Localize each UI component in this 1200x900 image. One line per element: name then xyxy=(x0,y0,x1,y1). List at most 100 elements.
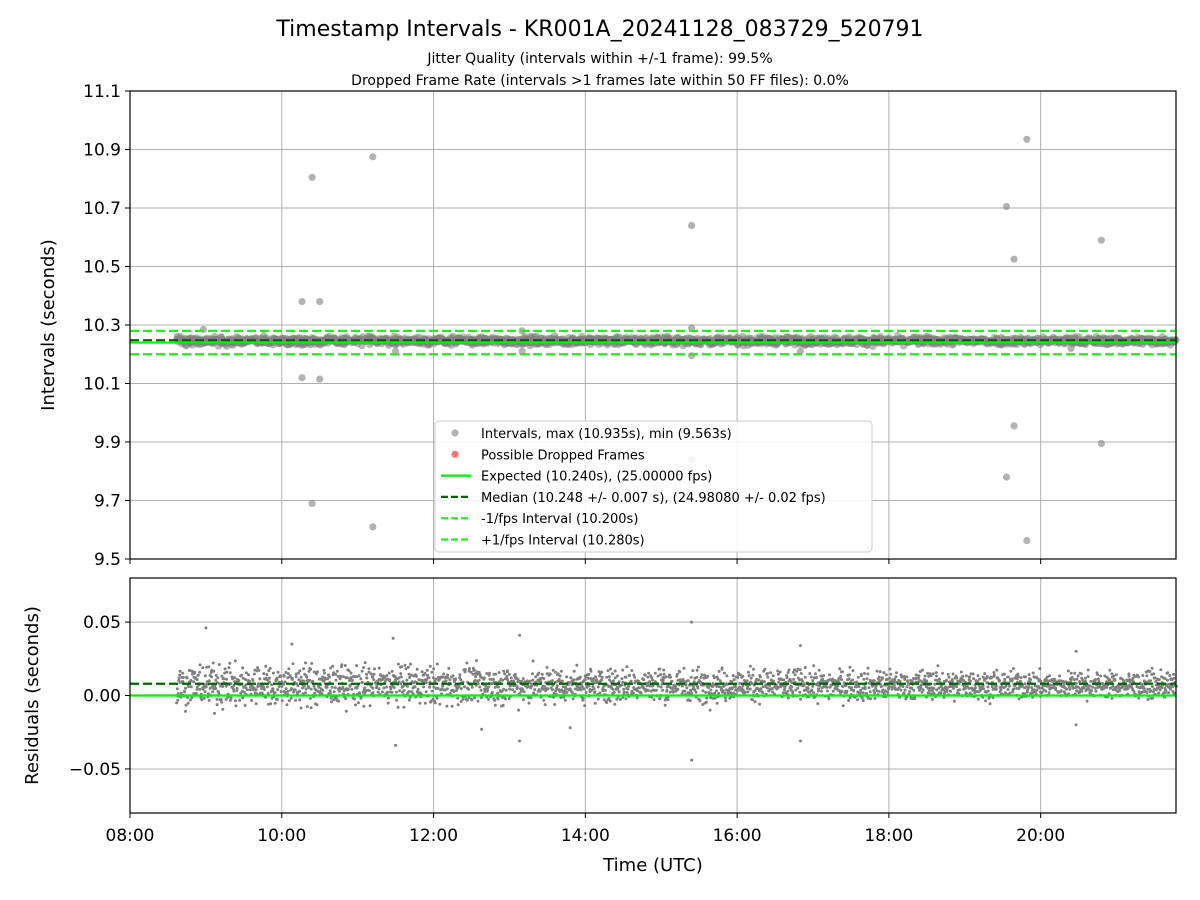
residual-point xyxy=(363,686,367,690)
residual-point xyxy=(939,691,943,695)
residual-point xyxy=(445,704,449,708)
residual-point xyxy=(763,680,766,684)
residual-point xyxy=(568,687,572,691)
residual-point xyxy=(184,709,187,713)
residual-point xyxy=(332,690,336,694)
residual-point xyxy=(542,698,546,702)
residual-point xyxy=(1111,684,1115,688)
residual-point xyxy=(185,676,189,680)
residual-outlier-point xyxy=(518,633,522,637)
residual-point xyxy=(964,686,967,690)
residual-point xyxy=(771,690,775,694)
residual-point xyxy=(491,677,495,681)
residual-point xyxy=(530,682,534,686)
residual-point xyxy=(241,696,245,700)
residual-point xyxy=(345,676,349,680)
residual-point xyxy=(488,677,492,681)
residual-point xyxy=(814,676,818,679)
residual-point xyxy=(602,698,606,702)
residual-point xyxy=(1079,672,1083,676)
residual-outlier-point xyxy=(391,636,395,640)
residual-point xyxy=(1086,668,1090,672)
residual-point xyxy=(279,690,283,694)
residual-point xyxy=(732,678,736,682)
residual-point xyxy=(725,674,729,678)
residual-point xyxy=(473,678,477,682)
residual-point xyxy=(308,678,312,682)
residual-point xyxy=(557,677,561,681)
residual-point xyxy=(770,687,774,691)
residual-point xyxy=(310,661,314,665)
residual-point xyxy=(652,698,656,702)
residual-point xyxy=(254,702,258,706)
residual-point xyxy=(976,697,980,701)
residual-point xyxy=(367,670,371,674)
residual-point xyxy=(1097,679,1101,683)
residual-point xyxy=(931,672,935,676)
residual-point xyxy=(309,706,313,710)
residual-point xyxy=(945,686,949,690)
residual-point xyxy=(404,667,408,671)
residual-point xyxy=(881,676,884,680)
residual-point xyxy=(312,684,316,688)
residual-point xyxy=(320,692,324,696)
residual-point xyxy=(600,678,603,682)
residual-outlier-point xyxy=(690,758,694,762)
residual-point xyxy=(298,689,302,693)
residual-point xyxy=(423,701,427,705)
residual-point xyxy=(211,661,215,665)
residual-point xyxy=(1094,689,1098,693)
residual-point xyxy=(675,672,679,676)
residual-point xyxy=(751,673,755,677)
residual-point xyxy=(818,684,822,688)
residual-point xyxy=(231,687,235,691)
residual-point xyxy=(592,687,596,691)
residual-point xyxy=(621,695,625,699)
residual-point xyxy=(658,667,662,671)
residual-point xyxy=(990,685,994,689)
residual-point xyxy=(593,690,597,694)
residual-point xyxy=(184,703,188,707)
residual-point xyxy=(586,676,590,680)
residual-point xyxy=(450,704,454,708)
residual-point xyxy=(1065,687,1069,691)
residual-point xyxy=(193,670,197,674)
residual-point xyxy=(899,688,903,692)
interval-outlier-point xyxy=(1023,135,1031,143)
residual-point xyxy=(432,667,436,671)
residual-point xyxy=(817,668,821,672)
residual-point xyxy=(963,684,967,688)
residual-point xyxy=(625,665,629,669)
intervals-y-tick-label: 10.7 xyxy=(83,199,121,219)
residual-point xyxy=(1172,672,1176,676)
residual-point xyxy=(465,661,469,665)
residual-point xyxy=(399,672,403,676)
residual-point xyxy=(214,678,218,682)
residual-point xyxy=(271,671,275,675)
residual-point xyxy=(1137,675,1140,679)
residual-point xyxy=(955,676,959,680)
residual-point xyxy=(1038,667,1042,671)
residual-point xyxy=(531,678,535,682)
residual-point xyxy=(196,673,200,677)
residual-point xyxy=(926,671,930,675)
residual-point xyxy=(572,678,576,682)
residual-point xyxy=(631,691,635,695)
residual-point xyxy=(637,679,641,683)
residual-point xyxy=(1081,678,1085,682)
residual-point xyxy=(1091,685,1094,689)
residual-point xyxy=(468,667,471,671)
residual-point xyxy=(847,685,851,689)
residual-point xyxy=(816,689,820,693)
residual-point xyxy=(669,675,673,679)
residual-point xyxy=(280,685,284,688)
residual-point xyxy=(982,687,986,691)
residual-point xyxy=(365,676,369,680)
residual-point xyxy=(601,689,605,693)
residual-point xyxy=(250,684,254,688)
residual-point xyxy=(802,682,806,686)
residual-point xyxy=(583,678,587,682)
residual-point xyxy=(646,675,650,679)
residual-point xyxy=(854,683,858,686)
residual-point xyxy=(506,678,510,681)
